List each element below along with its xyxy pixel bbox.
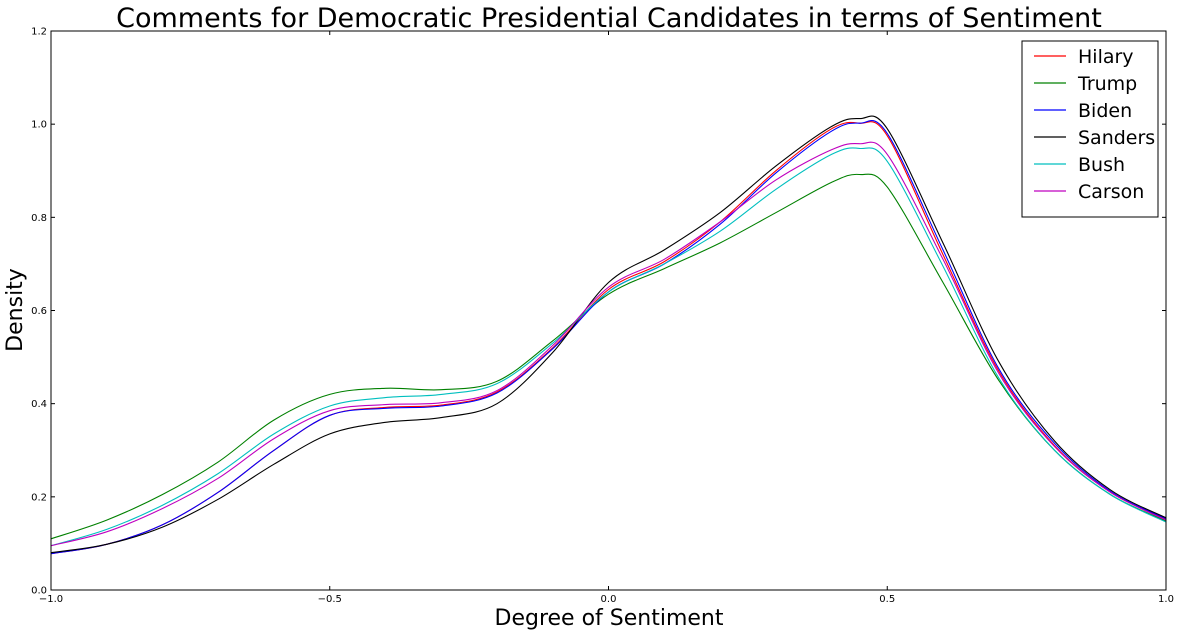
y-tick-label: 0.8 xyxy=(31,213,47,224)
y-tick-label: 0.0 xyxy=(31,586,47,597)
legend-label: Biden xyxy=(1078,100,1132,122)
x-axis-label: Degree of Sentiment xyxy=(495,606,724,631)
series-lines xyxy=(50,115,1167,555)
legend-label: Sanders xyxy=(1078,127,1155,149)
legend-label: Hilary xyxy=(1078,46,1134,68)
series-line-bush xyxy=(50,147,1167,547)
series-line-carson xyxy=(50,141,1167,547)
legend-label: Carson xyxy=(1078,181,1144,203)
x-tick-label: 1.0 xyxy=(1158,594,1174,605)
y-tick-label: 1.2 xyxy=(31,27,47,38)
legend-box xyxy=(1021,40,1159,218)
y-tick-label: 0.2 xyxy=(31,492,47,503)
x-tick-label: −1.0 xyxy=(39,594,63,605)
legend: Hilary Trump Biden Sanders Bush Carson xyxy=(1021,40,1159,218)
legend-label: Trump xyxy=(1077,73,1137,95)
x-tick-label: −0.5 xyxy=(318,594,342,605)
y-tick-label: 0.4 xyxy=(31,399,47,410)
y-tick-label: 1.0 xyxy=(31,120,47,131)
series-line-sanders xyxy=(50,115,1167,554)
y-tick-label: 0.6 xyxy=(31,306,47,317)
plot-frame xyxy=(50,30,1167,591)
x-tick-label: 0.5 xyxy=(879,594,895,605)
x-tick-label: 0.0 xyxy=(601,594,617,605)
series-line-trump xyxy=(50,173,1167,540)
legend-label: Bush xyxy=(1078,154,1125,176)
y-axis-label: Density xyxy=(3,268,28,352)
chart-title: Comments for Democratic Presidential Can… xyxy=(116,3,1102,34)
